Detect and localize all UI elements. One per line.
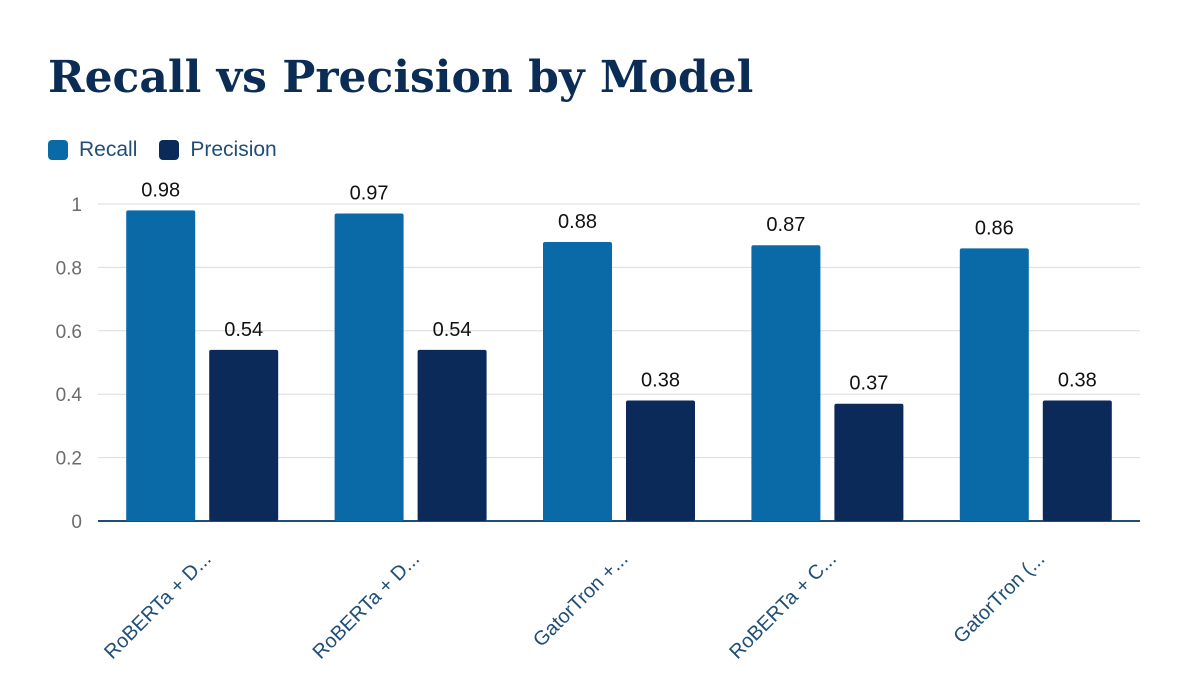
data-label-recall: 0.86 — [975, 217, 1014, 239]
x-category-label: GatorTron (... — [949, 548, 1049, 648]
data-label-recall: 0.87 — [766, 214, 805, 236]
data-label-precision: 0.37 — [849, 373, 888, 395]
bar-recall — [543, 242, 612, 522]
y-tick-label: 0.2 — [56, 449, 82, 470]
y-tick-label: 0 — [71, 512, 82, 533]
y-tick-label: 0.8 — [56, 258, 82, 279]
bar-precision — [417, 349, 487, 521]
x-category-label: GatorTron +... — [529, 548, 632, 651]
data-label-precision: 0.54 — [224, 319, 263, 341]
y-tick-label: 0.4 — [56, 385, 83, 406]
data-label-precision: 0.54 — [433, 319, 472, 341]
legend-item-recall: Recall — [48, 138, 137, 162]
legend-swatch-precision — [159, 140, 180, 160]
y-tick-label: 0.6 — [56, 322, 82, 343]
bar-recall — [126, 210, 196, 521]
legend-label-precision: Precision — [190, 138, 277, 161]
legend: Recall Precision — [48, 138, 299, 162]
y-tick-label: 1 — [71, 195, 82, 216]
x-category-label: RoBERTa + D... — [100, 548, 216, 664]
bar-precision — [834, 403, 904, 521]
x-category-label: RoBERTa + C... — [725, 548, 841, 664]
data-label-precision: 0.38 — [641, 370, 680, 392]
chart-title: Recall vs Precision by Model — [48, 52, 754, 103]
data-label-recall: 0.88 — [558, 211, 597, 233]
bar-recall — [959, 248, 1029, 521]
x-category-label: RoBERTa + D... — [309, 548, 425, 664]
bar-precision — [1042, 400, 1112, 521]
data-label-recall: 0.98 — [141, 179, 180, 201]
data-label-precision: 0.38 — [1058, 370, 1097, 392]
bar-precision — [209, 349, 279, 521]
legend-swatch-recall — [48, 140, 68, 160]
bar-recall — [334, 213, 404, 521]
legend-label-recall: Recall — [79, 138, 138, 161]
data-label-recall: 0.97 — [350, 183, 389, 205]
bar-precision — [626, 400, 695, 521]
bar-recall — [751, 245, 821, 521]
legend-item-precision: Precision — [159, 138, 277, 162]
